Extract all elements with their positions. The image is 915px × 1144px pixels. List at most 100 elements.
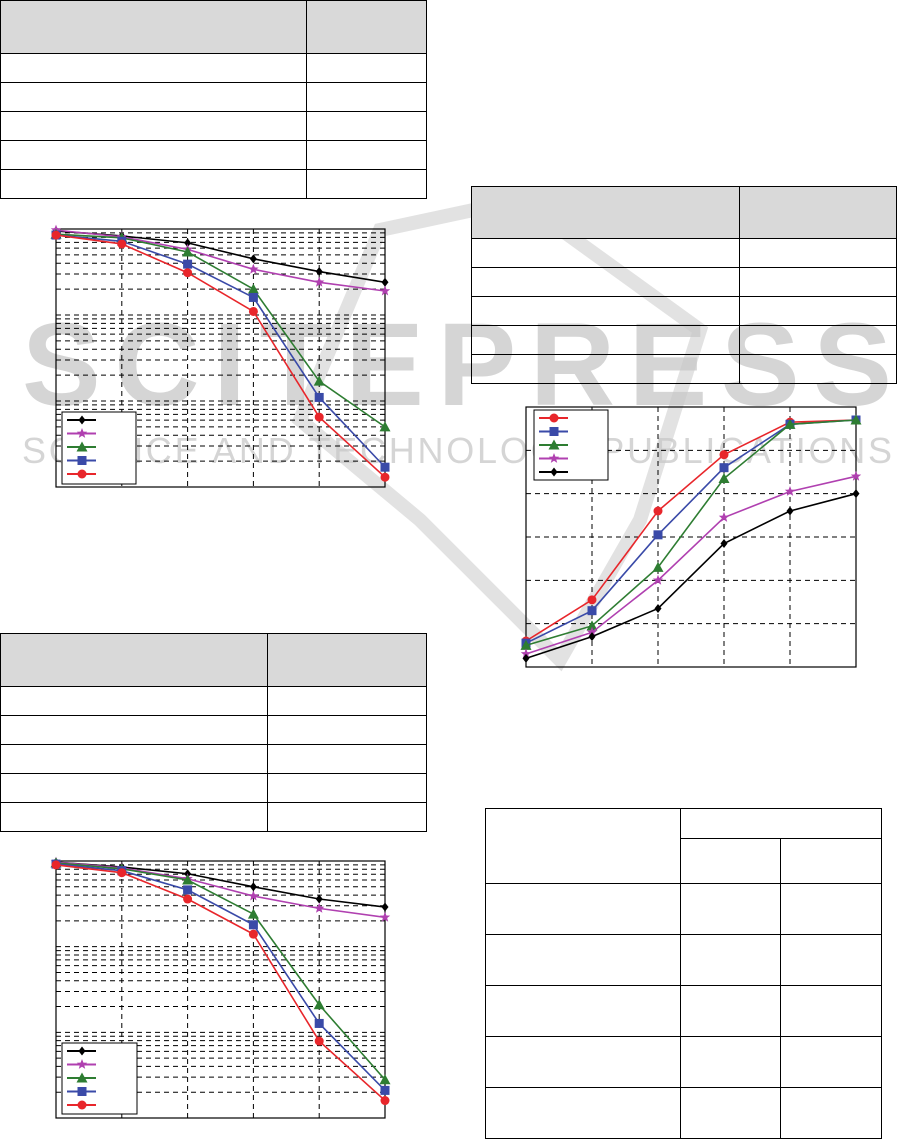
legend-marker-diamond [78,1046,86,1056]
data-point [247,908,259,919]
table-cell [267,744,427,774]
legend-marker-circle [77,1100,87,1110]
table-row [0,686,427,716]
table-row [485,1036,882,1088]
data-point [850,414,862,425]
table-cell [739,186,897,239]
table-header-row [486,838,882,884]
data-point [248,306,258,316]
series-line [525,475,857,655]
series-line [525,419,857,642]
data-point [786,506,794,516]
table-header-row [471,186,897,239]
table-row [485,934,882,986]
series-star [520,470,862,659]
legend-marker-triangle [548,439,560,450]
data-point [719,450,729,460]
data-point [51,860,61,870]
table-row [0,53,427,83]
table-cell [306,82,427,112]
series-line [55,234,386,478]
table-cell [0,633,268,687]
table-row [0,169,427,199]
table-row [0,715,427,745]
data-point [522,653,530,663]
table-header-row [485,808,882,884]
data-point [248,890,259,901]
table-cell [780,1036,882,1088]
data-point [520,639,532,650]
table-cell [0,111,307,141]
table-cell [780,838,882,884]
plot-frame [525,406,857,668]
table-3 [0,633,427,832]
series-line [55,229,386,292]
table-row [471,296,897,326]
table-row [0,773,427,803]
table-cell [780,934,882,986]
data-point [520,648,532,659]
series-line [55,863,386,1091]
table-header-row [0,633,427,687]
series-line [55,233,386,428]
legend-marker-circle [549,413,559,423]
legend [61,1042,138,1115]
data-point [314,412,324,422]
data-point [852,489,860,499]
table-cell [0,140,307,170]
table-cell [267,773,427,803]
data-point [380,1096,390,1106]
data-point [183,259,193,269]
table-cell [485,985,681,1037]
table-row [0,111,427,141]
data-point [247,283,259,294]
table-cell [739,354,897,384]
table-cell [471,296,740,326]
data-point [314,902,325,913]
data-point [314,1018,324,1028]
series-triangle [520,414,862,650]
series-line [55,234,386,468]
table-cell [0,53,307,83]
table-cell [780,883,882,935]
data-point [248,920,258,930]
data-point [314,276,325,287]
series-circle [51,230,390,482]
legend-marker-star [76,428,88,438]
data-point [586,620,598,631]
table-cell [306,169,427,199]
legend-marker-square [77,1087,87,1096]
table-cell [267,802,427,832]
data-point [117,868,127,878]
table-cell [0,169,307,199]
table-cell [680,985,781,1037]
table-row [471,325,897,355]
data-point [379,285,391,296]
table-cell [780,985,882,1037]
series-star [50,224,391,296]
data-point [249,882,257,892]
data-point [379,1074,391,1085]
data-point [249,254,257,264]
table-cell [680,883,781,935]
table-cell [267,715,427,745]
table-cell [0,686,268,716]
data-point [184,238,192,248]
data-point [380,1085,390,1095]
data-point [51,230,61,240]
table-cell [306,111,427,141]
table-row [471,238,897,268]
data-point [588,632,596,642]
data-point [586,626,598,637]
table-1 [0,0,427,199]
table-cell [0,744,268,774]
data-point [654,604,662,613]
table-cell [0,715,268,745]
legend-marker-diamond [550,467,558,477]
data-point [314,392,324,402]
table-4 [485,808,882,1139]
table-2 [471,186,897,384]
data-point [182,874,194,885]
data-point [315,267,323,277]
grid [56,229,385,487]
